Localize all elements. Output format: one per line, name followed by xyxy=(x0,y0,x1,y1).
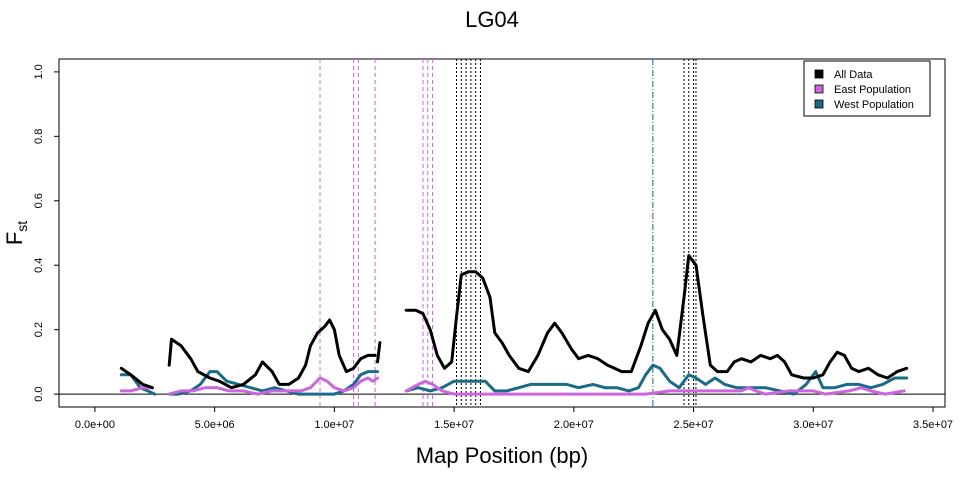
legend-label-west-population: West Population xyxy=(834,99,914,111)
x-tick-label-0: 0.0e+00 xyxy=(75,419,115,431)
y-axis-label-main: F xyxy=(2,232,27,245)
y-tick-label-2: 0.4 xyxy=(33,258,45,273)
x-tick-label-3: 1.5e+07 xyxy=(434,419,474,431)
x-tick-label-7: 3.5e+07 xyxy=(913,419,953,431)
series-all-data-line-0 xyxy=(119,366,154,390)
y-axis-label-sub: st xyxy=(14,221,30,232)
legend-swatch-east-population xyxy=(814,84,824,94)
series-west-population-line-2 xyxy=(404,363,909,396)
x-tick-label-5: 2.5e+07 xyxy=(674,419,714,431)
series-east-population-line-0 xyxy=(119,386,154,393)
legend-box xyxy=(803,60,931,117)
series-all-data-line-1 xyxy=(167,318,377,390)
x-tick-label-6: 3.0e+07 xyxy=(793,419,833,431)
plot-area: 0.0e+00 5.0e+06 1.0e+07 1.5e+07 2.0e+07 2.5e+… xyxy=(33,58,953,431)
x-tick-label-2: 1.0e+07 xyxy=(314,419,354,431)
plot-frame xyxy=(58,58,946,408)
x-axis-label: Map Position (bp) xyxy=(416,443,588,468)
y-tick-label-0: 0.0 xyxy=(33,386,45,401)
chart-title: LG04 xyxy=(465,7,519,32)
x-tick-label-4: 2.0e+07 xyxy=(554,419,594,431)
series-east-population-line-1 xyxy=(167,376,379,396)
series-east-population-line-2 xyxy=(404,379,906,396)
x-tick-label-1: 5.0e+06 xyxy=(195,419,235,431)
series-west-population-line-1 xyxy=(167,370,379,396)
y-tick-label-4: 0.8 xyxy=(33,129,45,144)
y-axis-label: Fst xyxy=(2,221,30,245)
y-tick-label-1: 0.2 xyxy=(33,322,45,337)
legend: All Data East Population West Population xyxy=(803,60,931,117)
y-tick-label-3: 0.6 xyxy=(33,193,45,208)
svg-text:Fst: Fst xyxy=(2,221,30,245)
series-all-data-line-2 xyxy=(376,341,382,364)
series-all-data-line-3 xyxy=(404,254,909,380)
legend-label-all-data: All Data xyxy=(834,69,873,81)
legend-label-east-population: East Population xyxy=(834,84,911,96)
legend-swatch-west-population xyxy=(814,99,824,109)
y-tick-label-5: 1.0 xyxy=(33,64,45,79)
legend-swatch-all-data xyxy=(814,69,824,79)
